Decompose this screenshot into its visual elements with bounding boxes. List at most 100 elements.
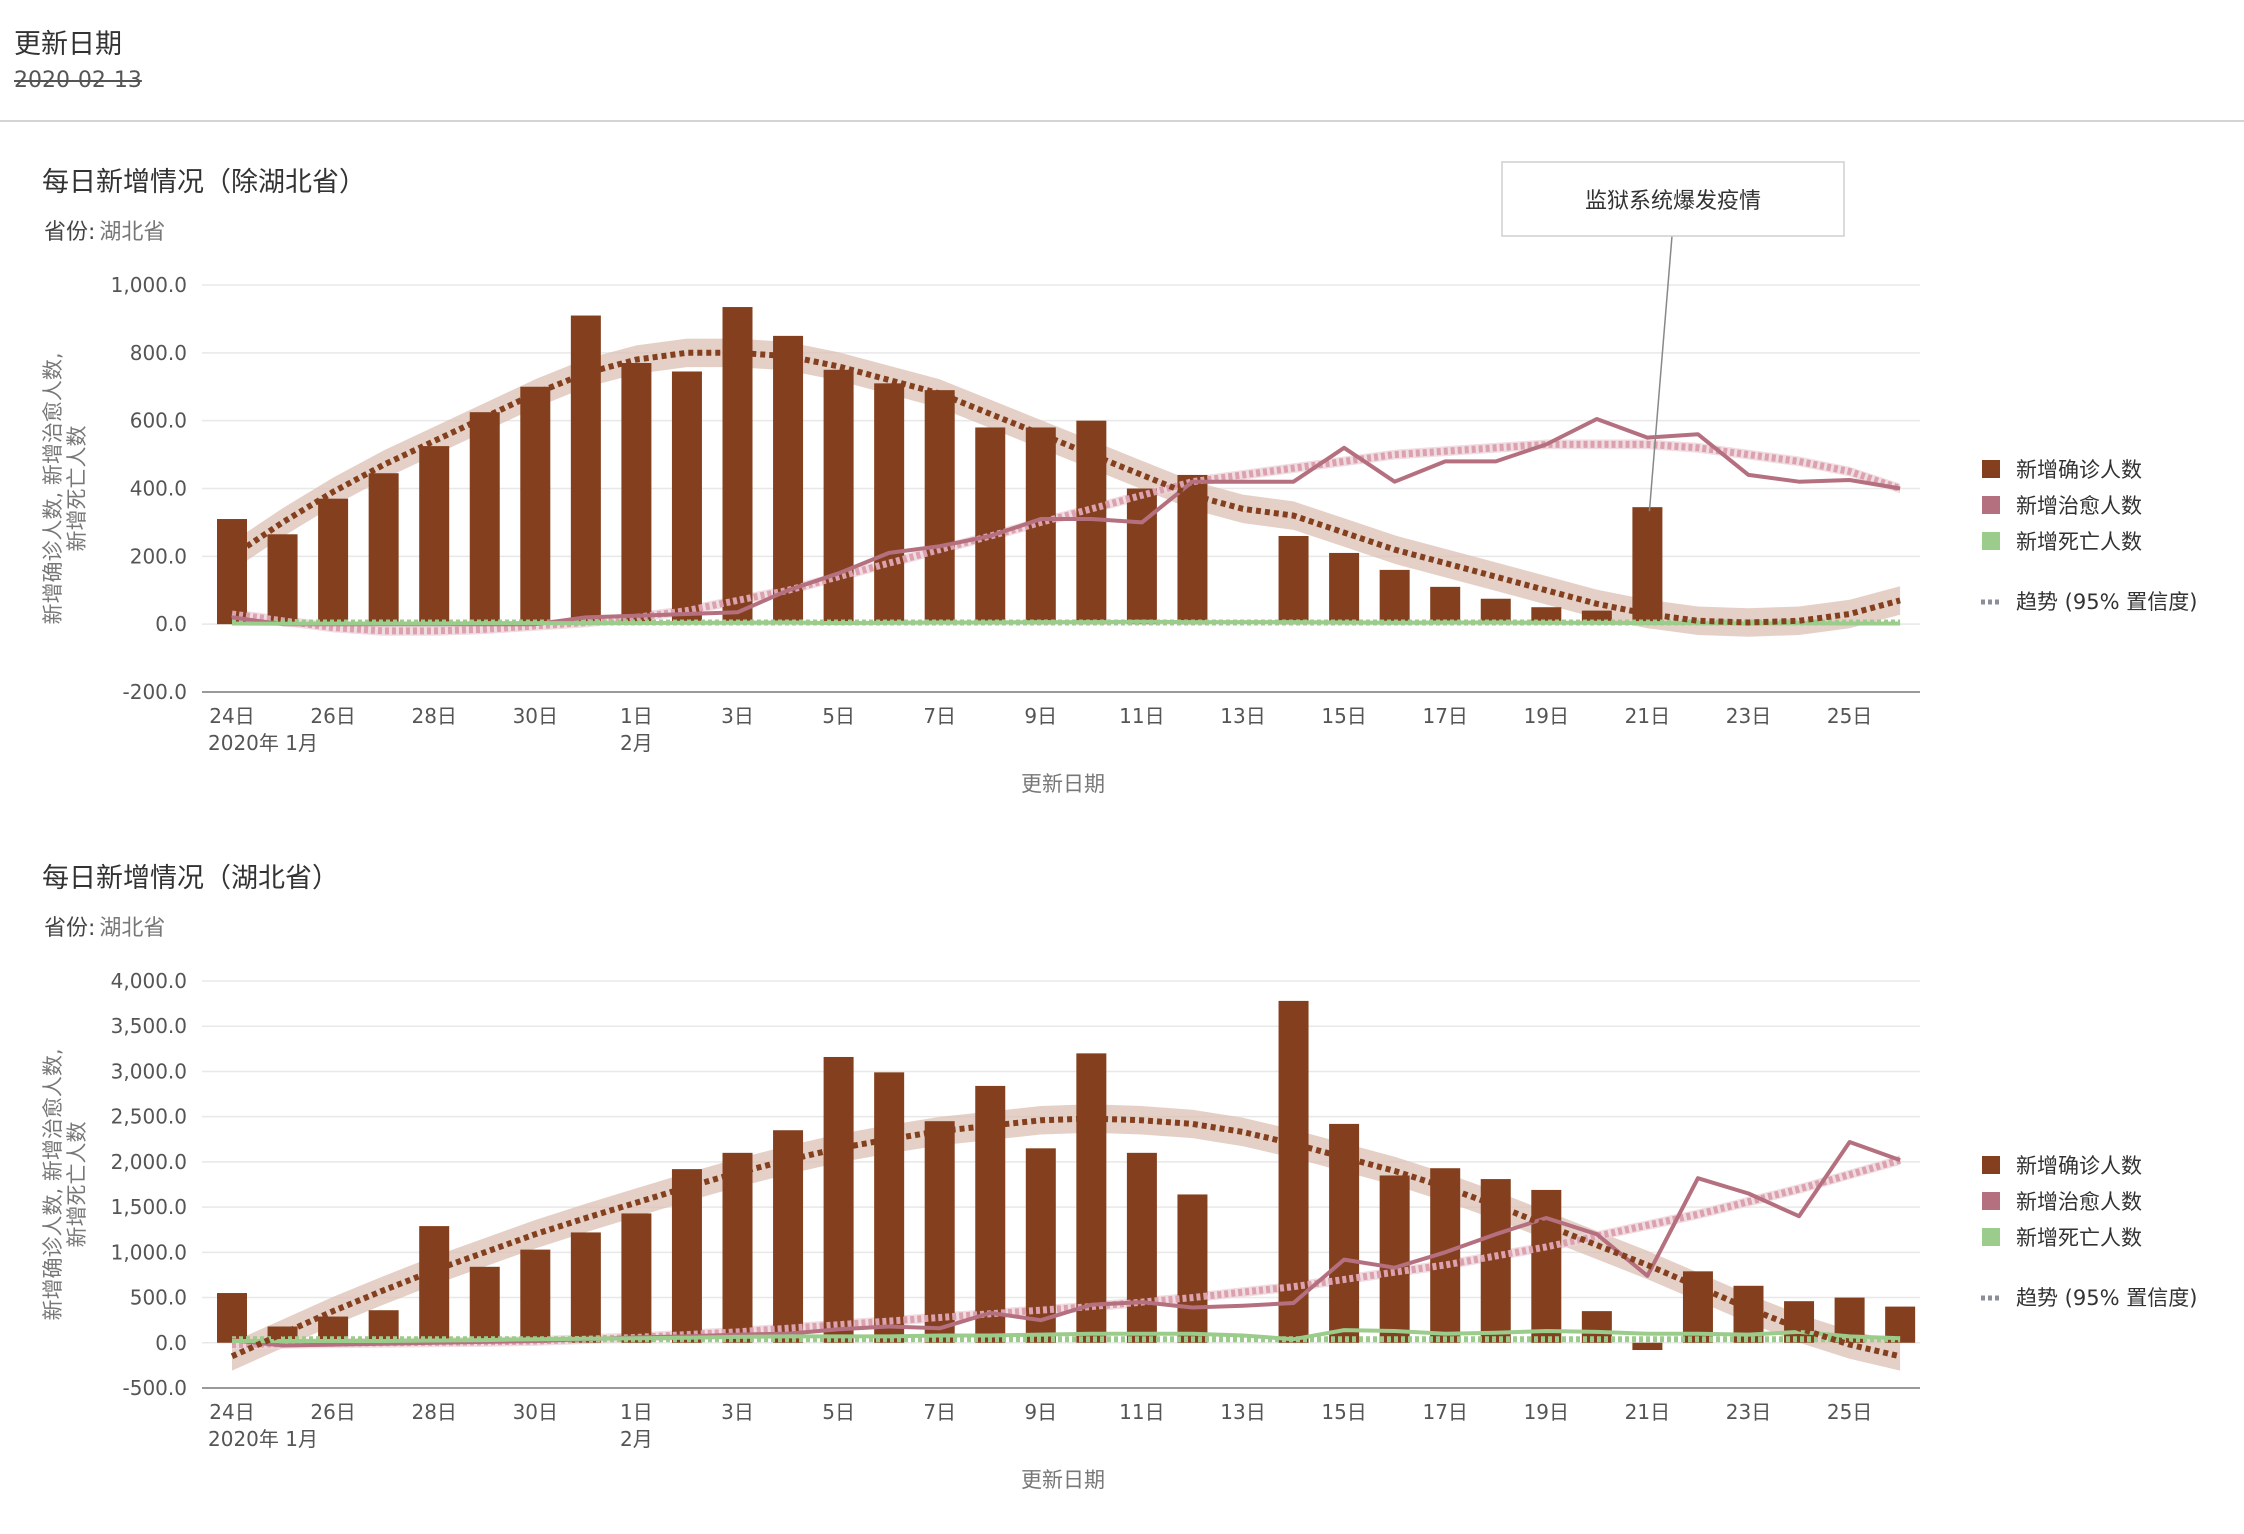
- x-tick-sublabel-month: 2月: [620, 1427, 653, 1451]
- x-tick-label: 21日: [1625, 704, 1670, 728]
- confirmed-bar[interactable]: [823, 369, 854, 625]
- legend-label-confirmed[interactable]: 新增确诊人数: [2016, 1154, 2142, 1178]
- legend-label-trend[interactable]: 趋势 (95% 置信度): [2016, 1286, 2197, 1310]
- confirmed-bar[interactable]: [924, 390, 955, 625]
- confirmed-bar[interactable]: [1531, 607, 1562, 625]
- confirmed-bar[interactable]: [1632, 1342, 1663, 1351]
- confirmed-bar[interactable]: [318, 498, 349, 625]
- y-tick-label: 0.0: [155, 612, 187, 636]
- legend-label-deaths[interactable]: 新增死亡人数: [2016, 530, 2142, 554]
- confirmed-bar[interactable]: [722, 1152, 753, 1343]
- x-tick-label: 26日: [310, 704, 355, 728]
- confirmed-bar[interactable]: [368, 473, 399, 625]
- x-axis-label: 更新日期: [1021, 1468, 1105, 1492]
- confirmed-bar[interactable]: [722, 307, 753, 625]
- confirmed-bar[interactable]: [520, 1249, 551, 1343]
- confirmed-bar[interactable]: [1430, 586, 1461, 625]
- province-filter[interactable]: 省份: 湖北省: [44, 916, 165, 941]
- confirmed-bar[interactable]: [1379, 569, 1410, 625]
- x-tick-label: 17日: [1422, 1400, 1467, 1424]
- x-tick-label: 23日: [1726, 704, 1771, 728]
- confirmed-bar[interactable]: [217, 519, 247, 625]
- y-tick-label: 400.0: [130, 477, 187, 501]
- deaths-series-line[interactable]: [232, 1328, 1901, 1343]
- confirmed-trend-band: [232, 1104, 1901, 1371]
- y-tick-label: 2,500.0: [111, 1105, 187, 1129]
- confirmed-bar[interactable]: [419, 446, 450, 625]
- confirmed-bar[interactable]: [1329, 552, 1360, 625]
- filter-panel: 更新日期 2020-02-13: [0, 0, 2244, 120]
- confirmed-bar[interactable]: [570, 315, 601, 625]
- confirmed-bar[interactable]: [1126, 1152, 1157, 1343]
- chart-title: 每日新增情况（湖北省）: [42, 863, 339, 894]
- y-tick-label: 1,500.0: [111, 1195, 187, 1219]
- deaths-series-line[interactable]: [231, 619, 1901, 626]
- y-tick-label: -200.0: [123, 680, 187, 704]
- annotation-pointer: [1648, 235, 1673, 512]
- confirmed-bar[interactable]: [1076, 1053, 1107, 1343]
- confirmed-bar[interactable]: [773, 335, 804, 625]
- annotation-text: 监狱系统爆发疫情: [1585, 189, 1761, 214]
- province-value: 湖北省: [99, 220, 165, 245]
- y-axis-label-line1: 新增确诊人数, 新增治愈人数,: [41, 1048, 65, 1320]
- confirmed-bar[interactable]: [621, 1213, 652, 1343]
- x-tick-sublabel-month: 2020年 1月: [208, 1427, 318, 1451]
- x-tick-label: 21日: [1625, 1400, 1670, 1424]
- x-tick-label: 11日: [1119, 1400, 1164, 1424]
- x-tick-label: 11日: [1119, 704, 1164, 728]
- y-tick-label: 2,000.0: [111, 1150, 187, 1174]
- x-tick-label: 26日: [310, 1400, 355, 1424]
- confirmed-bar[interactable]: [823, 1056, 854, 1343]
- x-tick-label: 28日: [411, 1400, 456, 1424]
- confirmed-bar[interactable]: [267, 534, 298, 625]
- legend-label-cured[interactable]: 新增治愈人数: [2016, 1190, 2142, 1214]
- confirmed-bar[interactable]: [1177, 1194, 1208, 1343]
- chart-hubei: 每日新增情况（湖北省） 省份: 湖北省 -500.0 0.0 500.0 1,000.0 1,…: [41, 863, 2197, 1492]
- x-tick-label: 24日: [209, 704, 254, 728]
- confirmed-bar[interactable]: [1177, 474, 1208, 625]
- confirmed-bar[interactable]: [621, 363, 652, 625]
- confirmed-bar[interactable]: [520, 386, 551, 625]
- legend-label-trend[interactable]: 趋势 (95% 置信度): [2016, 590, 2197, 614]
- y-axis-label-line2: 新增死亡人数: [65, 1122, 89, 1248]
- legend-label-deaths[interactable]: 新增死亡人数: [2016, 1226, 2142, 1250]
- confirmed-bar[interactable]: [1531, 1189, 1562, 1343]
- legend-swatch-cured: [1982, 496, 2000, 514]
- province-label: 省份:: [44, 220, 95, 245]
- confirmed-bar[interactable]: [924, 1121, 955, 1343]
- confirmed-bar[interactable]: [874, 383, 905, 625]
- chart-outside-hubei: 每日新增情况（除湖北省） 省份: 湖北省 -200.0 0.0 200.0 400.0 600…: [41, 161, 2197, 796]
- confirmed-bar[interactable]: [469, 412, 500, 625]
- confirmed-bar[interactable]: [419, 1226, 450, 1343]
- confirmed-bar[interactable]: [1379, 1175, 1410, 1343]
- y-tick-label: 1,000.0: [111, 273, 187, 297]
- confirmed-bar[interactable]: [469, 1266, 500, 1343]
- filter-value[interactable]: 2020-02-13: [14, 68, 142, 93]
- legend-label-cured[interactable]: 新增治愈人数: [2016, 494, 2142, 518]
- legend-label-confirmed[interactable]: 新增确诊人数: [2016, 458, 2142, 482]
- divider: [0, 120, 2244, 122]
- confirmed-bar[interactable]: [1682, 1271, 1713, 1343]
- annotation-box[interactable]: [1501, 161, 1845, 237]
- province-value: 湖北省: [99, 916, 165, 941]
- y-axis-label-line1: 新增确诊人数, 新增治愈人数,: [41, 352, 65, 624]
- legend-swatch-confirmed: [1982, 460, 2000, 478]
- x-tick-label: 9日: [1024, 1400, 1057, 1424]
- confirmed-bar[interactable]: [671, 371, 702, 625]
- confirmed-bar[interactable]: [1784, 1301, 1815, 1343]
- confirmed-bar[interactable]: [1480, 1179, 1511, 1343]
- confirmed-bar[interactable]: [874, 1072, 905, 1343]
- confirmed-bar[interactable]: [671, 1169, 702, 1343]
- x-tick-label: 24日: [209, 1400, 254, 1424]
- confirmed-bar[interactable]: [975, 427, 1006, 625]
- confirmed-bar[interactable]: [1076, 420, 1107, 625]
- confirmed-bar[interactable]: [1632, 507, 1663, 625]
- confirmed-bar[interactable]: [570, 1232, 601, 1343]
- x-tick-label: 15日: [1321, 704, 1366, 728]
- province-filter[interactable]: 省份: 湖北省: [44, 220, 165, 245]
- y-tick-label: 1,000.0: [111, 1240, 187, 1264]
- confirmed-bar[interactable]: [217, 1293, 247, 1343]
- confirmed-bar[interactable]: [1278, 535, 1309, 625]
- y-axis-label: 新增确诊人数, 新增治愈人数,新增死亡人数: [41, 1048, 89, 1320]
- confirmed-bar[interactable]: [1126, 488, 1157, 625]
